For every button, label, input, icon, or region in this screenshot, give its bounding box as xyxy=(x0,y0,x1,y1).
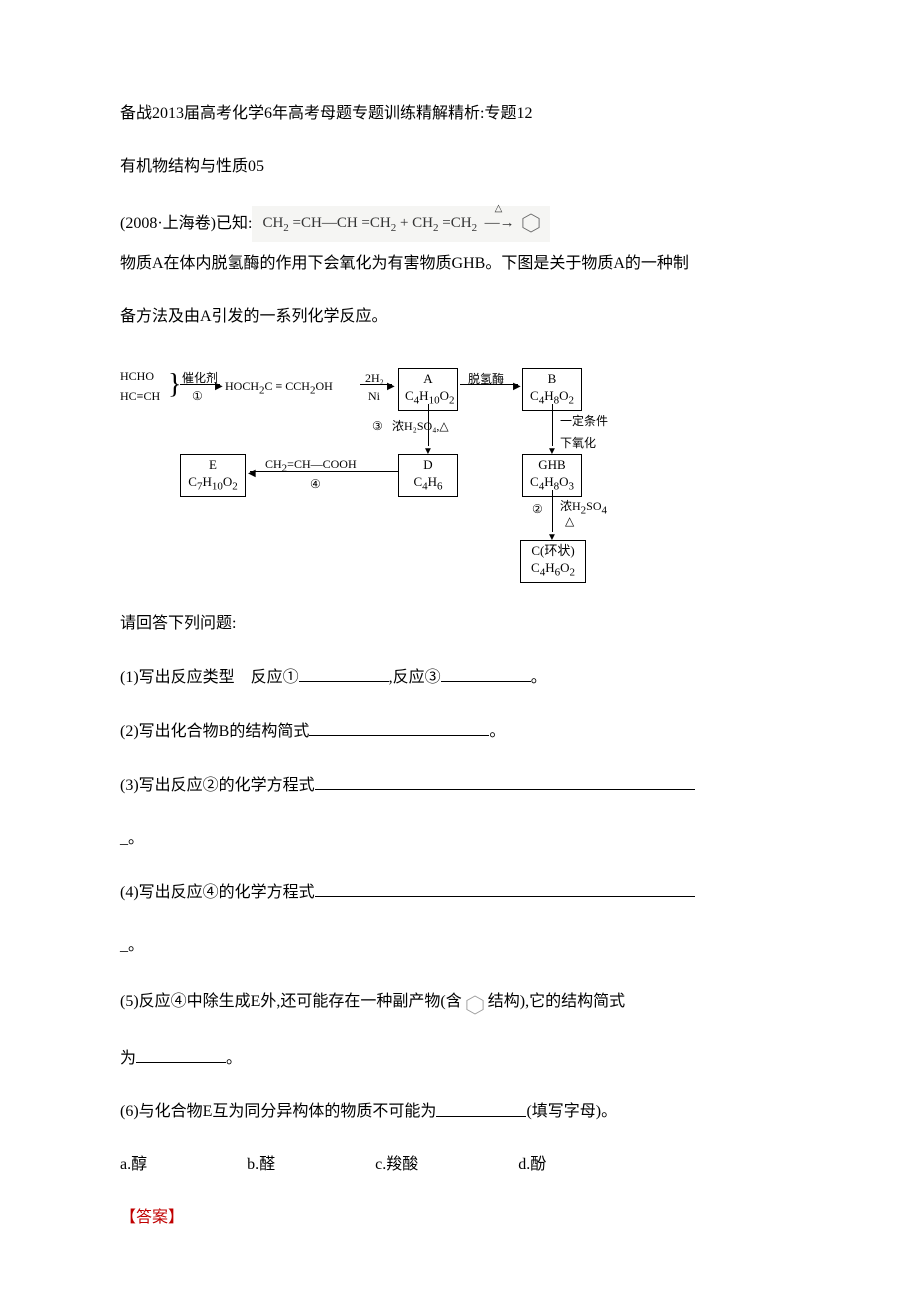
step2r-cond: △ xyxy=(565,511,574,533)
question-5: (5)反应④中除生成E外,还可能存在一种副产物(含 结构),它的结构简式 xyxy=(120,984,800,1019)
question-6: (6)与化合物E互为同分异构体的物质不可能为 (填写字母)。 xyxy=(120,1097,800,1127)
step3-number: ③ xyxy=(372,416,383,438)
arrow-head-6: ◀ xyxy=(248,465,256,483)
q1-pre: (1)写出反应类型 反应① xyxy=(120,669,299,686)
step3-label: 浓H₂SO₄,△ xyxy=(392,416,449,438)
box-e-name: E xyxy=(187,457,239,474)
box-a-name: A xyxy=(405,371,451,388)
arrow-head-3: ▶ xyxy=(513,378,521,396)
box-d-name: D xyxy=(405,457,451,474)
brace-icon: } xyxy=(168,374,181,396)
q5-blank xyxy=(136,1044,226,1063)
cyclohexene-icon xyxy=(522,213,540,233)
box-e: E C7H10O2 xyxy=(180,454,246,497)
question-2: (2)写出化合物B的结构简式 。 xyxy=(120,717,800,747)
intro-paragraph-2: 备方法及由A引发的一系列化学反应。 xyxy=(120,303,800,332)
step2-ni: Ni xyxy=(368,386,380,408)
reagent-hcho: HCHO xyxy=(120,366,154,388)
answer-label: 【答案】 xyxy=(120,1204,800,1233)
step-dehydrogenase: 脱氢酶 xyxy=(468,369,504,391)
q2-blank xyxy=(309,717,489,736)
intermediate-formula: HOCH2C ≡ CCH2OH xyxy=(225,376,333,401)
q5-pre: (5)反应④中除生成E外,还可能存在一种副产物(含 xyxy=(120,993,462,1010)
q1-mid: ,反应③ xyxy=(389,669,441,686)
reaction-formula: CH2 =CH—CH =CH2 + CH2 =CH2 △ —→ xyxy=(252,206,550,243)
q1-end: 。 xyxy=(531,669,547,686)
q5-end: 。 xyxy=(226,1050,242,1067)
box-d: D C4H6 xyxy=(398,454,458,497)
question-5-line2: 为。 xyxy=(120,1044,800,1074)
box-d-formula: C4H6 xyxy=(405,474,451,494)
step4-number: ④ xyxy=(310,474,321,496)
box-c: C(环状) C4H6O2 xyxy=(520,540,586,583)
q6-pre: (6)与化合物E互为同分异构体的物质不可能为 xyxy=(120,1104,436,1121)
box-e-formula: C7H10O2 xyxy=(187,474,239,494)
reaction-diagram: HCHO HC≡CH } 催化剂 ① ▶ HOCH2C ≡ CCH2OH 2H₂… xyxy=(120,356,680,586)
q4-blank xyxy=(315,878,695,897)
problem-source-line: (2008·上海卷)已知: CH2 =CH—CH =CH2 + CH2 =CH2… xyxy=(120,206,800,243)
q6-end: (填写字母)。 xyxy=(526,1104,617,1121)
reagent-hcch: HC≡CH xyxy=(120,386,160,408)
arrow-head-2: ▶ xyxy=(387,378,395,396)
step1-number: ① xyxy=(192,386,203,408)
question-3-end: _。 xyxy=(120,825,800,854)
intro-paragraph-1: 物质A在体内脱氢酶的作用下会氧化为有害物质GHB。下图是关于物质A的一种制 xyxy=(120,250,800,279)
box-b-name: B xyxy=(529,371,575,388)
q2-pre: (2)写出化合物B的结构简式 xyxy=(120,723,309,740)
document-subtitle: 有机物结构与性质05 xyxy=(120,153,800,182)
step-oxidation: 一定条件下氧化 xyxy=(560,411,616,454)
answer-label-text: 【答案】 xyxy=(120,1209,184,1226)
box-c-formula: C4H6O2 xyxy=(527,560,579,580)
box-c-name: C(环状) xyxy=(527,543,579,560)
question-4-end: _。 xyxy=(120,932,800,961)
document-title: 备战2013届高考化学6年高考母题专题训练精解精析:专题12 xyxy=(120,100,800,129)
questions-heading: 请回答下列问题: xyxy=(120,610,800,639)
question-4: (4)写出反应④的化学方程式 xyxy=(120,878,800,908)
hexagon-structure-icon xyxy=(466,993,484,1013)
q1-blank-2 xyxy=(441,663,531,682)
q4-pre: (4)写出反应④的化学方程式 xyxy=(120,884,315,901)
answer-options: a.醇 b.醛 c.羧酸 d.酚 xyxy=(120,1151,800,1180)
q6-blank xyxy=(436,1097,526,1116)
q1-blank-1 xyxy=(299,663,389,682)
source-text: (2008·上海卷)已知: xyxy=(120,210,252,239)
option-d: d.酚 xyxy=(518,1151,546,1180)
box-ghb-name: GHB xyxy=(529,457,575,474)
option-c: c.羧酸 xyxy=(375,1151,418,1180)
q2-end: 。 xyxy=(489,723,505,740)
q3-pre: (3)写出反应②的化学方程式 xyxy=(120,777,315,794)
q3-blank xyxy=(315,771,695,790)
question-1: (1)写出反应类型 反应① ,反应③ 。 xyxy=(120,663,800,693)
q5-mid: 结构),它的结构简式 xyxy=(488,993,625,1010)
option-b: b.醛 xyxy=(247,1151,275,1180)
option-a: a.醇 xyxy=(120,1151,147,1180)
arrow-head-1: ▶ xyxy=(215,378,223,396)
q5-post: 为 xyxy=(120,1050,136,1067)
question-3: (3)写出反应②的化学方程式 xyxy=(120,771,800,801)
step2r-number: ② xyxy=(532,499,543,521)
